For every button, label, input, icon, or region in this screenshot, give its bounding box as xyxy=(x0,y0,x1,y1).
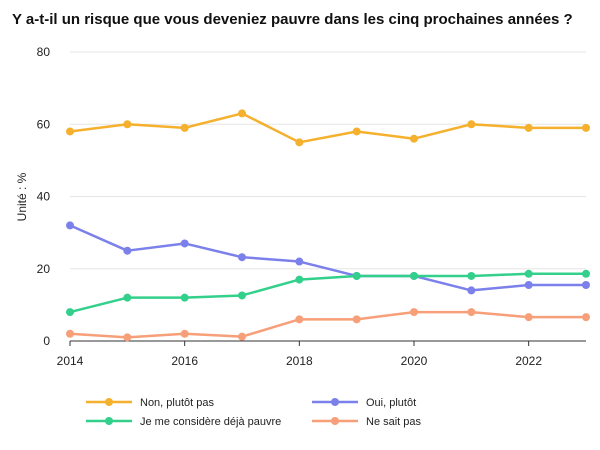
grid-layer xyxy=(70,51,586,270)
data-point[interactable] xyxy=(582,269,590,278)
data-point[interactable] xyxy=(238,332,246,341)
data-point[interactable] xyxy=(582,313,590,322)
legend-label: Je me considère déjà pauvre xyxy=(140,416,281,428)
data-point[interactable] xyxy=(295,138,304,147)
y-tick-label: 40 xyxy=(37,190,51,204)
data-point[interactable] xyxy=(180,329,189,338)
legend-swatch-dot xyxy=(105,398,113,406)
x-tick-label: 2022 xyxy=(515,354,542,368)
legend-swatch-dot xyxy=(331,398,339,406)
series-2 xyxy=(66,269,590,317)
legend-item[interactable]: Non, plutôt pas xyxy=(86,397,214,409)
y-tick-label: 0 xyxy=(43,334,50,348)
data-point[interactable] xyxy=(238,109,246,118)
data-point[interactable] xyxy=(410,308,418,317)
legend-item[interactable]: Ne sait pas xyxy=(312,416,422,428)
data-point[interactable] xyxy=(467,286,476,295)
data-point[interactable] xyxy=(295,315,304,324)
series-3 xyxy=(66,308,590,342)
data-point[interactable] xyxy=(66,221,74,230)
y-tick-label: 60 xyxy=(37,117,51,131)
chart-title: Y a-t-il un risque que vous deveniez pau… xyxy=(12,11,573,28)
data-point[interactable] xyxy=(352,315,361,324)
data-point[interactable] xyxy=(524,123,533,132)
series-line xyxy=(69,310,586,339)
x-tick-label: 2016 xyxy=(171,354,198,368)
data-point[interactable] xyxy=(524,313,533,322)
data-point[interactable] xyxy=(123,333,132,342)
data-point[interactable] xyxy=(66,127,74,136)
data-point[interactable] xyxy=(582,123,590,132)
data-point[interactable] xyxy=(66,308,74,317)
series-line xyxy=(69,112,586,144)
y-tick-label: 20 xyxy=(37,262,51,276)
legend-item[interactable]: Je me considère déjà pauvre xyxy=(86,416,281,428)
data-point[interactable] xyxy=(582,281,590,290)
legend: Non, plutôt pas Oui, plutôt Je me considèr… xyxy=(86,397,422,428)
data-point[interactable] xyxy=(467,271,476,280)
data-point[interactable] xyxy=(467,308,476,317)
data-point[interactable] xyxy=(524,269,533,278)
data-point[interactable] xyxy=(180,239,189,248)
data-point[interactable] xyxy=(467,120,476,129)
data-point[interactable] xyxy=(524,281,533,290)
data-point[interactable] xyxy=(123,293,132,302)
axis-layer: 0 20 40 60 80 2014 2016 2018 2020 2022 xyxy=(37,45,586,368)
series-layer xyxy=(66,109,590,342)
data-point[interactable] xyxy=(295,275,304,284)
data-point[interactable] xyxy=(352,127,361,136)
legend-label: Oui, plutôt xyxy=(366,397,416,409)
legend-item[interactable]: Oui, plutôt xyxy=(312,397,416,409)
series-1 xyxy=(66,221,590,295)
legend-swatch-dot xyxy=(105,417,113,425)
data-point[interactable] xyxy=(123,246,132,255)
data-point[interactable] xyxy=(410,271,418,280)
legend-label: Non, plutôt pas xyxy=(140,397,214,409)
data-point[interactable] xyxy=(66,329,74,338)
x-tick-label: 2014 xyxy=(57,354,84,368)
data-point[interactable] xyxy=(238,291,246,300)
data-point[interactable] xyxy=(180,293,189,302)
legend-swatch-dot xyxy=(331,417,339,425)
data-point[interactable] xyxy=(295,257,304,266)
series-line xyxy=(69,224,586,292)
data-point[interactable] xyxy=(180,123,189,132)
y-axis-label: Unité : % xyxy=(15,172,29,221)
x-tick-label: 2020 xyxy=(401,354,428,368)
data-point[interactable] xyxy=(123,120,132,129)
data-point[interactable] xyxy=(238,253,246,262)
series-0 xyxy=(66,109,590,147)
legend-label: Ne sait pas xyxy=(366,416,422,428)
data-point[interactable] xyxy=(410,134,418,143)
y-tick-label: 80 xyxy=(37,45,51,59)
x-tick-label: 2018 xyxy=(286,354,313,368)
data-point[interactable] xyxy=(352,271,361,280)
series-line xyxy=(69,272,586,314)
